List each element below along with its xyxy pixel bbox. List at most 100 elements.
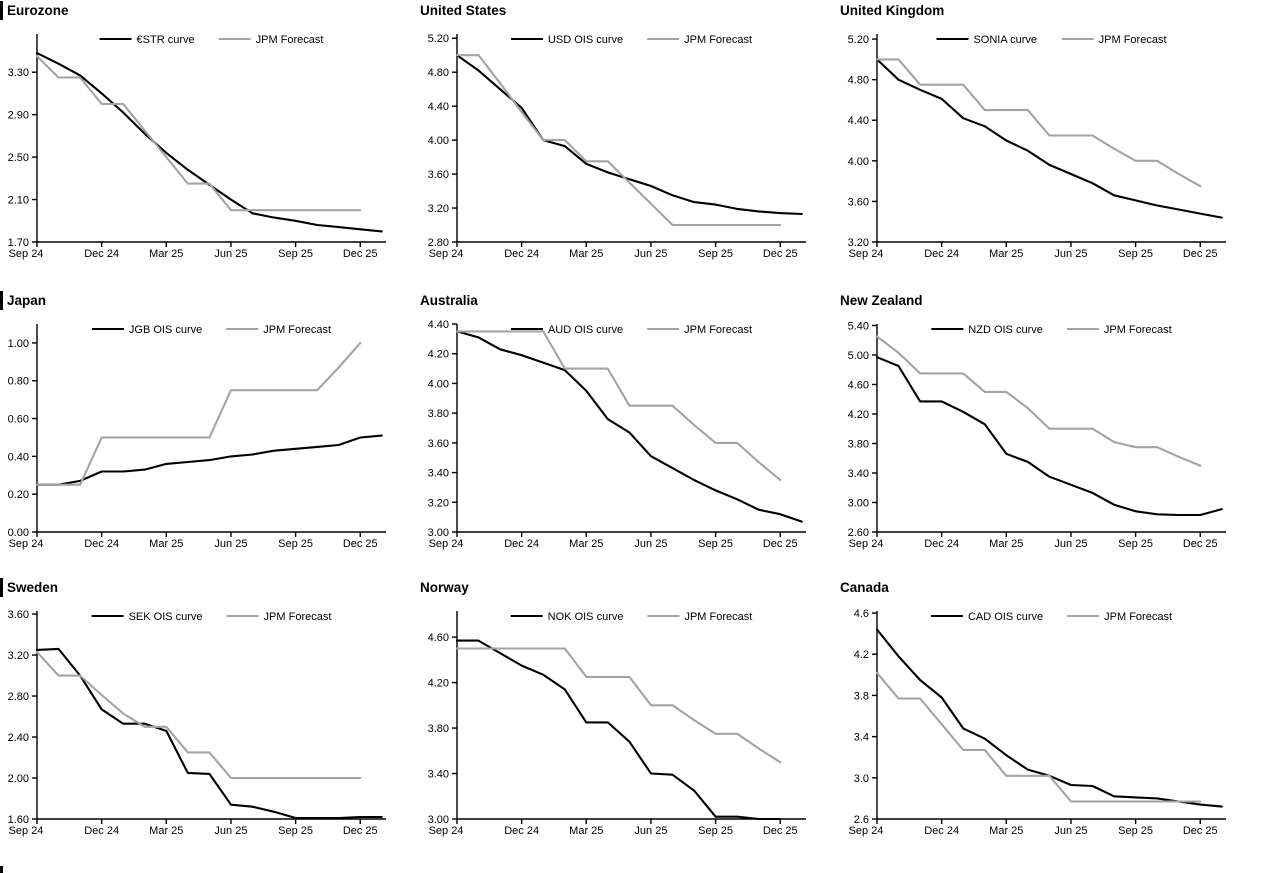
- y-axis-label: 3.40: [428, 769, 449, 781]
- y-axis-label: 5.20: [848, 34, 869, 46]
- x-axis-label: Jun 25: [214, 538, 247, 550]
- legend-label: SEK OIS curve: [129, 611, 203, 623]
- y-axis-label: 2.10: [8, 195, 29, 207]
- chart-plot: 3.20 3.60 4.00 4.40 4.80 5.20 Sep 24 Dec 24 Mar …: [848, 34, 1226, 260]
- chart-title: Sweden: [7, 580, 59, 595]
- x-axis-label: Mar 25: [989, 825, 1023, 837]
- y-axis-label: 2.6: [854, 814, 869, 826]
- x-axis-label: Sep 24: [9, 248, 44, 260]
- x-axis-label: Sep 25: [278, 248, 313, 260]
- y-axis-label: 1.00: [8, 338, 29, 350]
- x-axis-label: Jun 25: [1054, 248, 1087, 260]
- y-axis-label: 0.20: [8, 489, 29, 501]
- chart-cell-eurozone: Eurozone 1.70 2.10 2.50 2.90 3.30 Sep 24 Dec 2…: [0, 0, 420, 290]
- y-axis-label: 3.20: [428, 497, 449, 509]
- x-axis-label: Sep 24: [849, 825, 884, 837]
- series-line-market-curve: [455, 639, 782, 821]
- y-axis-label: 2.80: [428, 237, 449, 249]
- axis-lines: [36, 611, 386, 820]
- title-accent-bar: [0, 578, 3, 597]
- series-line-jpm-forecast: [875, 671, 1202, 803]
- x-axis-label: Dec 25: [343, 248, 378, 260]
- x-axis-label: Dec 24: [924, 825, 959, 837]
- y-axis-label: 3.4: [854, 732, 869, 744]
- chart-title-row: Sweden: [0, 578, 58, 597]
- legend-label: JPM Forecast: [263, 324, 331, 336]
- cropped-title-accent-bar: [0, 866, 3, 873]
- x-axis-label: Sep 24: [429, 538, 464, 550]
- y-axis-label: 5.00: [848, 350, 869, 362]
- x-axis-label: Mar 25: [149, 825, 183, 837]
- y-axis-label: 3.80: [848, 438, 869, 450]
- x-axis-label: Dec 24: [924, 538, 959, 550]
- chart-cell-canada: Canada 2.6 3.0 3.4 3.8 4.2 4.6 Sep 24 Dec 24 Mar…: [840, 577, 1264, 873]
- series-line-market-curve: [875, 628, 1223, 808]
- y-axis-label: 4.80: [428, 67, 449, 79]
- chart-title-row: Japan: [0, 291, 46, 310]
- x-axis-label: Sep 24: [9, 825, 44, 837]
- x-axis-label: Sep 25: [1118, 538, 1153, 550]
- x-axis-label: Dec 25: [1183, 248, 1218, 260]
- x-axis-label: Sep 25: [1118, 248, 1153, 260]
- chart-title-row: United States: [420, 1, 506, 20]
- y-axis-label: 3.00: [428, 527, 449, 539]
- chart-cell-norway: Norway 3.00 3.40 3.80 4.20 4.60 Sep 24 Dec 24 M…: [420, 577, 840, 873]
- series-line-jpm-forecast: [875, 58, 1202, 188]
- x-axis-label: Dec 24: [504, 538, 539, 550]
- chart-title: United Kingdom: [840, 3, 945, 18]
- y-axis-label: 4.40: [428, 101, 449, 113]
- y-axis-label: 4.80: [848, 75, 869, 87]
- y-axis-label: 4.60: [428, 632, 449, 644]
- chart-title: Norway: [420, 580, 469, 595]
- series-line-market-curve: [875, 356, 1223, 517]
- x-axis-label: Dec 25: [343, 825, 378, 837]
- x-axis-label: Mar 25: [569, 248, 603, 260]
- chart-cell-united-states: United States 2.80 3.20 3.60 4.00 4.40 4.80 5.…: [420, 0, 840, 290]
- series-line-jpm-forecast: [35, 650, 362, 780]
- chart-title: United States: [420, 3, 507, 18]
- x-axis-label: Sep 25: [698, 538, 733, 550]
- y-axis-label: 3.30: [8, 67, 29, 79]
- x-axis-label: Dec 24: [924, 248, 959, 260]
- series-line-market-curve: [875, 58, 1223, 219]
- series-line-market-curve: [455, 54, 803, 216]
- legend-label: JPM Forecast: [1099, 34, 1167, 46]
- series-line-jpm-forecast: [35, 55, 362, 212]
- y-axis-label: 3.80: [428, 723, 449, 735]
- series-line-market-curve: [35, 647, 383, 820]
- x-axis-label: Sep 24: [849, 248, 884, 260]
- x-axis-label: Dec 25: [763, 825, 798, 837]
- chart-cell-australia: Australia 3.00 3.20 3.40 3.60 3.80 4.00 4.20 4.…: [420, 290, 840, 577]
- x-axis-label: Sep 24: [429, 825, 464, 837]
- y-axis-label: 3.20: [428, 203, 449, 215]
- y-axis-label: 0.60: [8, 414, 29, 426]
- y-axis-label: 2.50: [8, 152, 29, 164]
- axis-lines: [876, 611, 1226, 820]
- series-line-jpm-forecast: [875, 335, 1202, 467]
- x-axis-label: Sep 25: [698, 248, 733, 260]
- series-line-jpm-forecast: [35, 341, 362, 486]
- y-axis-label: 3.60: [428, 169, 449, 181]
- series-line-market-curve: [455, 330, 803, 523]
- y-axis-label: 5.40: [848, 320, 869, 332]
- y-axis-label: 3.40: [428, 468, 449, 480]
- y-axis-label: 2.80: [8, 691, 29, 703]
- x-axis-label: Dec 25: [1183, 538, 1218, 550]
- chart-plot: 2.80 3.20 3.60 4.00 4.40 4.80 5.20 Sep 24 Dec 24…: [428, 33, 806, 260]
- x-axis-label: Dec 25: [343, 538, 378, 550]
- y-axis-label: 3.20: [848, 237, 869, 249]
- y-axis-label: 4.00: [428, 378, 449, 390]
- y-axis-label: 4.2: [854, 649, 869, 661]
- series-line-market-curve: [35, 434, 383, 486]
- series-line-market-curve: [35, 52, 383, 233]
- chart-title: New Zealand: [840, 293, 923, 308]
- x-axis-label: Dec 25: [1183, 825, 1218, 837]
- chart-plot: 2.60 3.00 3.40 3.80 4.20 4.60 5.00 5.40 Sep 24 De…: [848, 320, 1226, 550]
- chart-title-row: New Zealand: [840, 291, 923, 310]
- y-axis-label: 4.20: [428, 349, 449, 361]
- axis-lines: [876, 34, 1226, 243]
- x-axis-label: Mar 25: [989, 538, 1023, 550]
- legend-label: SONIA curve: [973, 34, 1037, 46]
- x-axis-label: Jun 25: [634, 538, 667, 550]
